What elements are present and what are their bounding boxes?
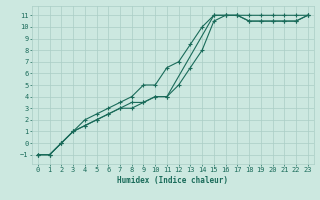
X-axis label: Humidex (Indice chaleur): Humidex (Indice chaleur) (117, 176, 228, 185)
